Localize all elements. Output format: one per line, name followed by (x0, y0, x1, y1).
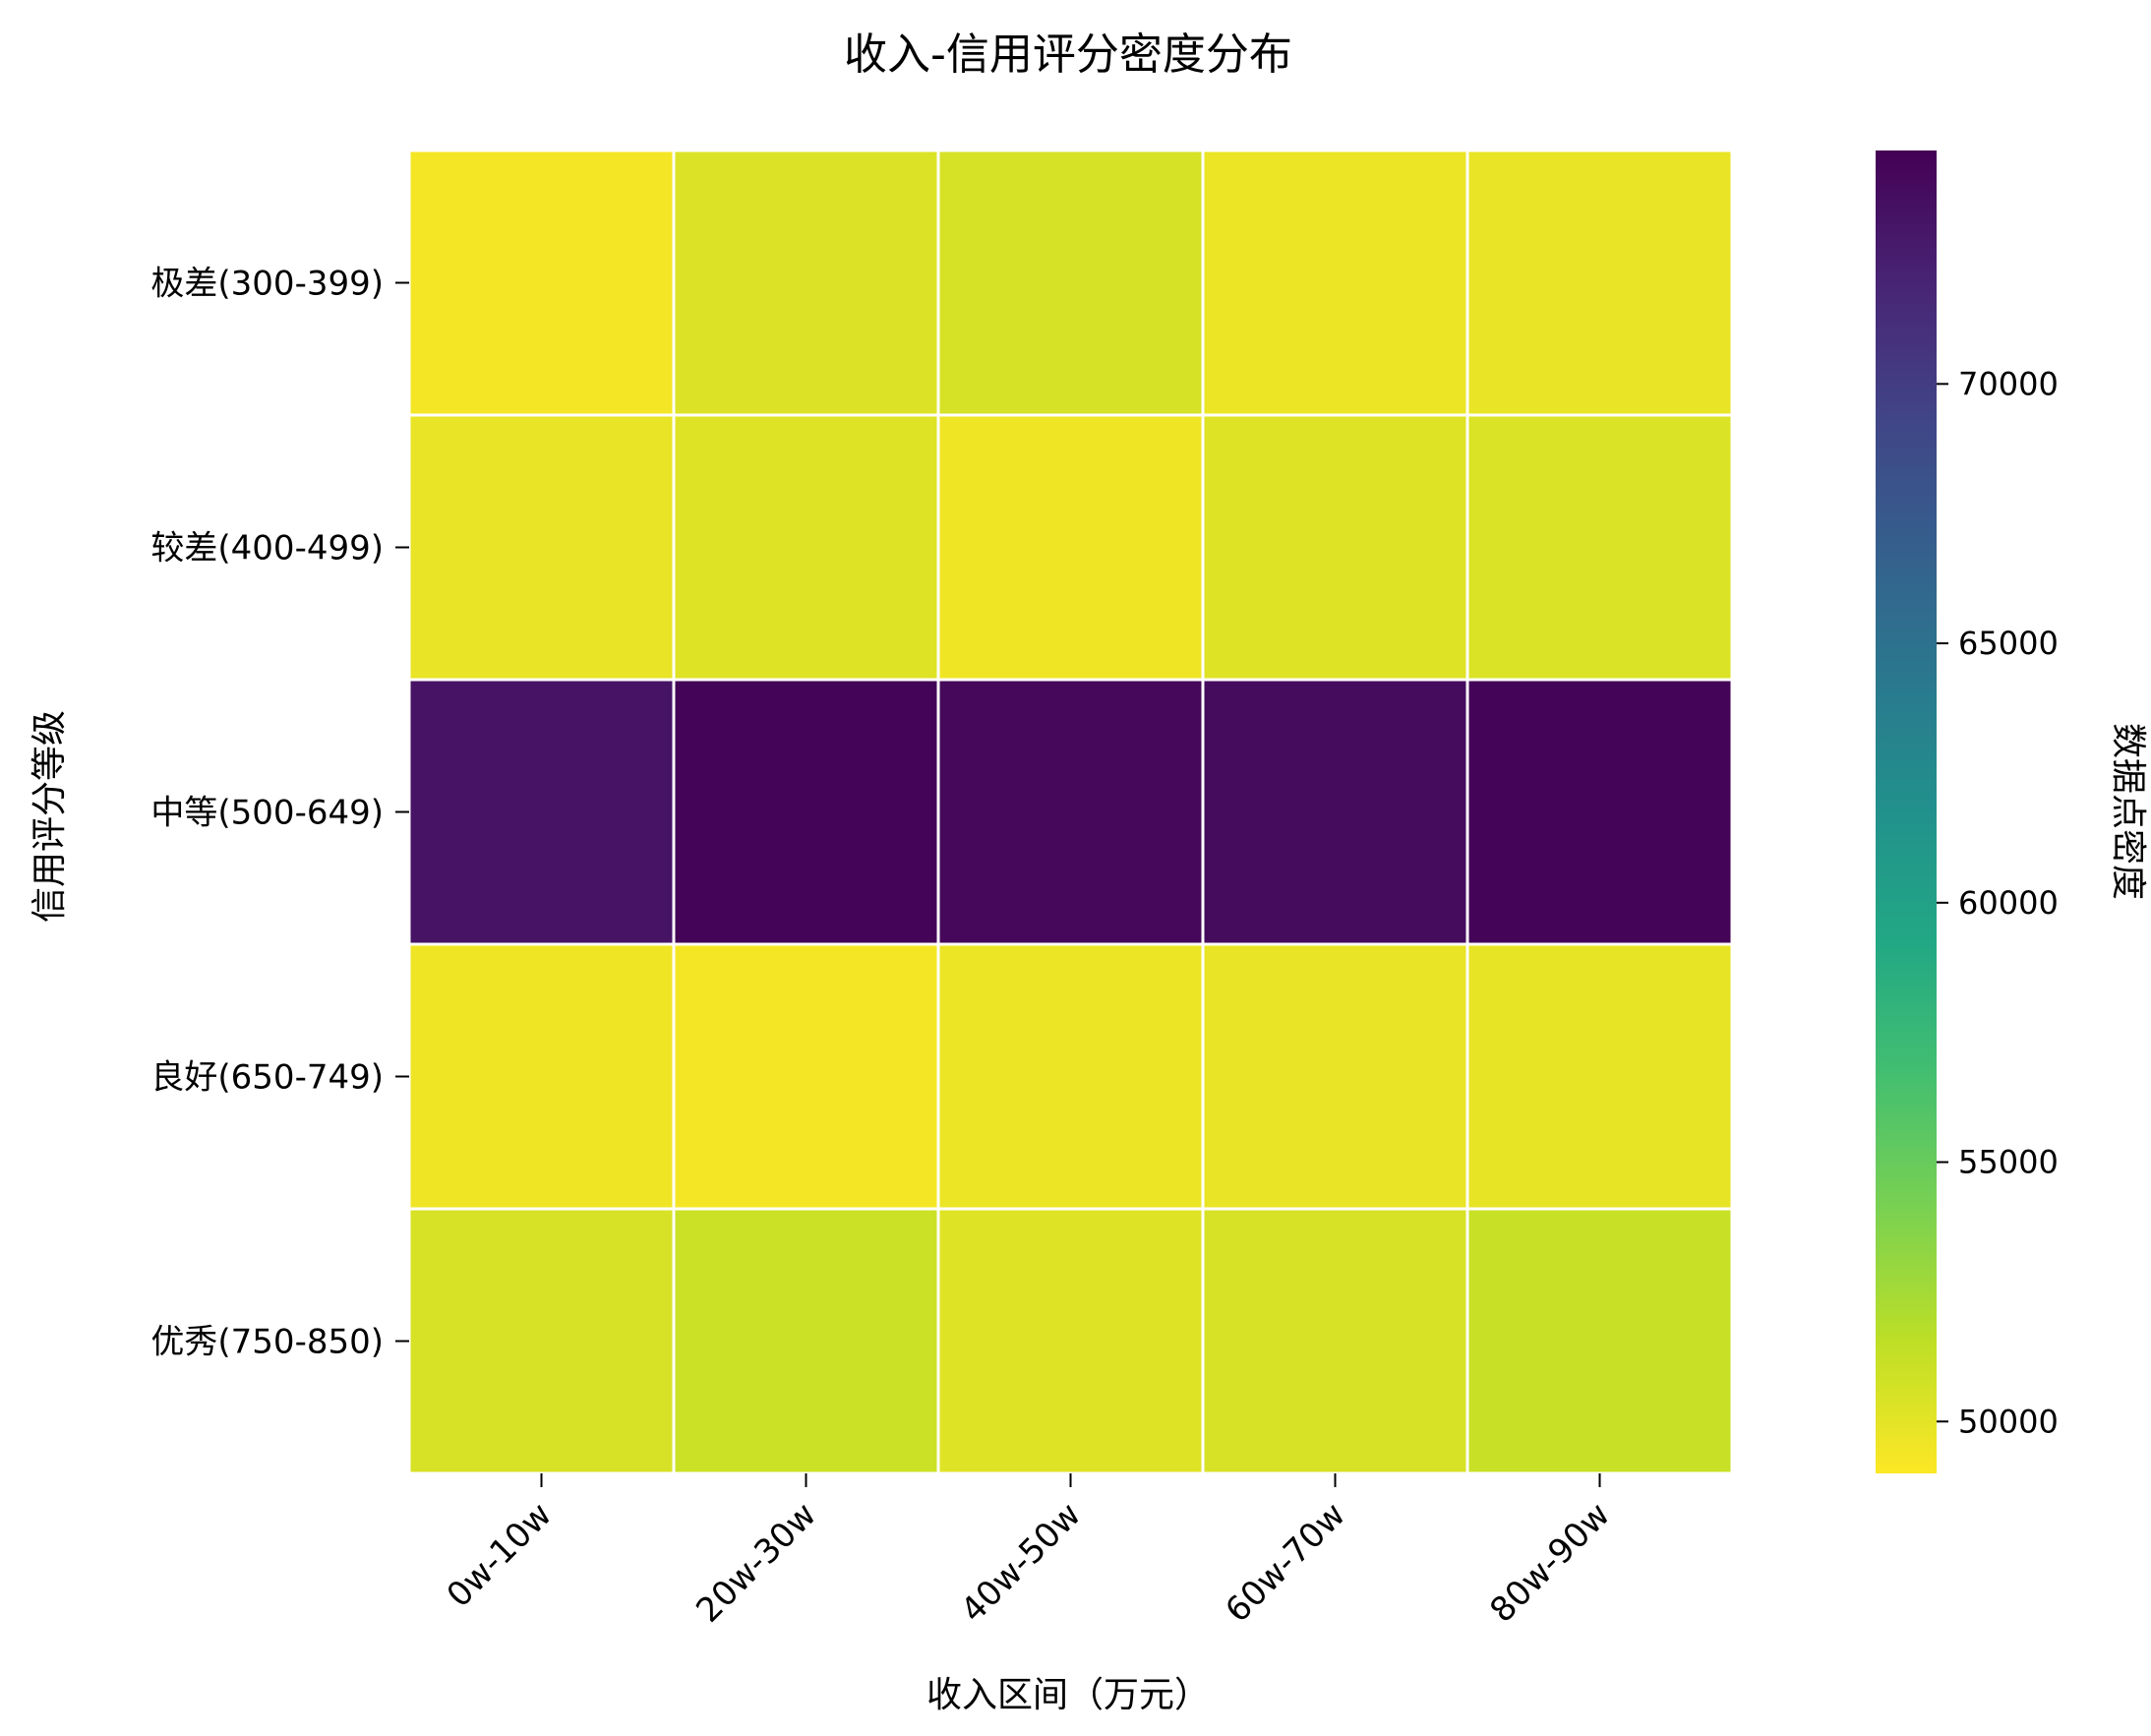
colorbar-gradient (1876, 150, 1937, 1473)
heatmap-cell (407, 1207, 676, 1475)
heatmap-cell (936, 678, 1205, 946)
heatmap-cell (936, 149, 1205, 417)
y-tick-label: 良好(650-749) (150, 1058, 384, 1098)
heatmap-cell (672, 942, 940, 1211)
y-tick-label: 优秀(750-850) (150, 1323, 384, 1362)
chart-title: 收入-信用评分密度分布 (844, 30, 1292, 80)
colorbar-tick-label: 65000 (1958, 625, 2059, 662)
x-axis: 0w-10w 20w-30w 40w-50w 60w-70w 80w-90w (440, 1473, 1618, 1631)
y-axis: 极差(300-399) 较差(400-499) 中等(500-649) 良好(650-… (150, 265, 409, 1362)
y-tick-label: 中等(500-649) (150, 794, 384, 833)
heatmap-cell (1465, 1207, 1734, 1475)
y-tick-label: 极差(300-399) (150, 265, 384, 304)
heatmap-cell (407, 678, 676, 946)
heatmap-cell (672, 413, 940, 682)
heatmap-cell (407, 413, 676, 682)
heatmap-cell (1201, 413, 1469, 682)
colorbar-ticks: 50000 55000 60000 65000 70000 (1937, 365, 2059, 1440)
heatmap-cell (407, 149, 676, 417)
colorbar-tick-label: 55000 (1958, 1144, 2059, 1181)
x-tick-label: 80w-90w (1482, 1495, 1617, 1630)
heatmap-cell (1465, 678, 1734, 946)
colorbar-tick-label: 70000 (1958, 365, 2059, 402)
heatmap-cells (407, 149, 1734, 1475)
x-axis-label: 收入区间（万元） (926, 1675, 1210, 1715)
colorbar-label: 数据点密度 (2108, 723, 2148, 900)
heatmap-cell (407, 942, 676, 1211)
x-tick-label: 60w-70w (1218, 1495, 1352, 1630)
y-tick-label: 较差(400-499) (150, 529, 384, 569)
heatmap-cell (672, 149, 940, 417)
heatmap-cell (1201, 678, 1469, 946)
heatmap-cell (1201, 149, 1469, 417)
heatmap-cell (1465, 413, 1734, 682)
heatmap-cell (936, 1207, 1205, 1475)
colorbar: 50000 55000 60000 65000 70000 数据点密度 (1876, 150, 2148, 1473)
heatmap-cell (672, 1207, 940, 1475)
heatmap-cell (1465, 149, 1734, 417)
heatmap-cell (936, 942, 1205, 1211)
x-tick-label: 20w-30w (688, 1495, 823, 1630)
heatmap-cell (1201, 942, 1469, 1211)
colorbar-tick-label: 60000 (1958, 884, 2059, 922)
x-tick-label: 40w-50w (953, 1495, 1088, 1630)
y-axis-label: 信用评分等级 (30, 710, 70, 923)
colorbar-tick-label: 50000 (1958, 1403, 2059, 1440)
heatmap-cell (936, 413, 1205, 682)
heatmap-cell (1201, 1207, 1469, 1475)
x-tick-label: 0w-10w (440, 1495, 560, 1615)
heatmap-cell (672, 678, 940, 946)
heatmap-cell (1465, 942, 1734, 1211)
